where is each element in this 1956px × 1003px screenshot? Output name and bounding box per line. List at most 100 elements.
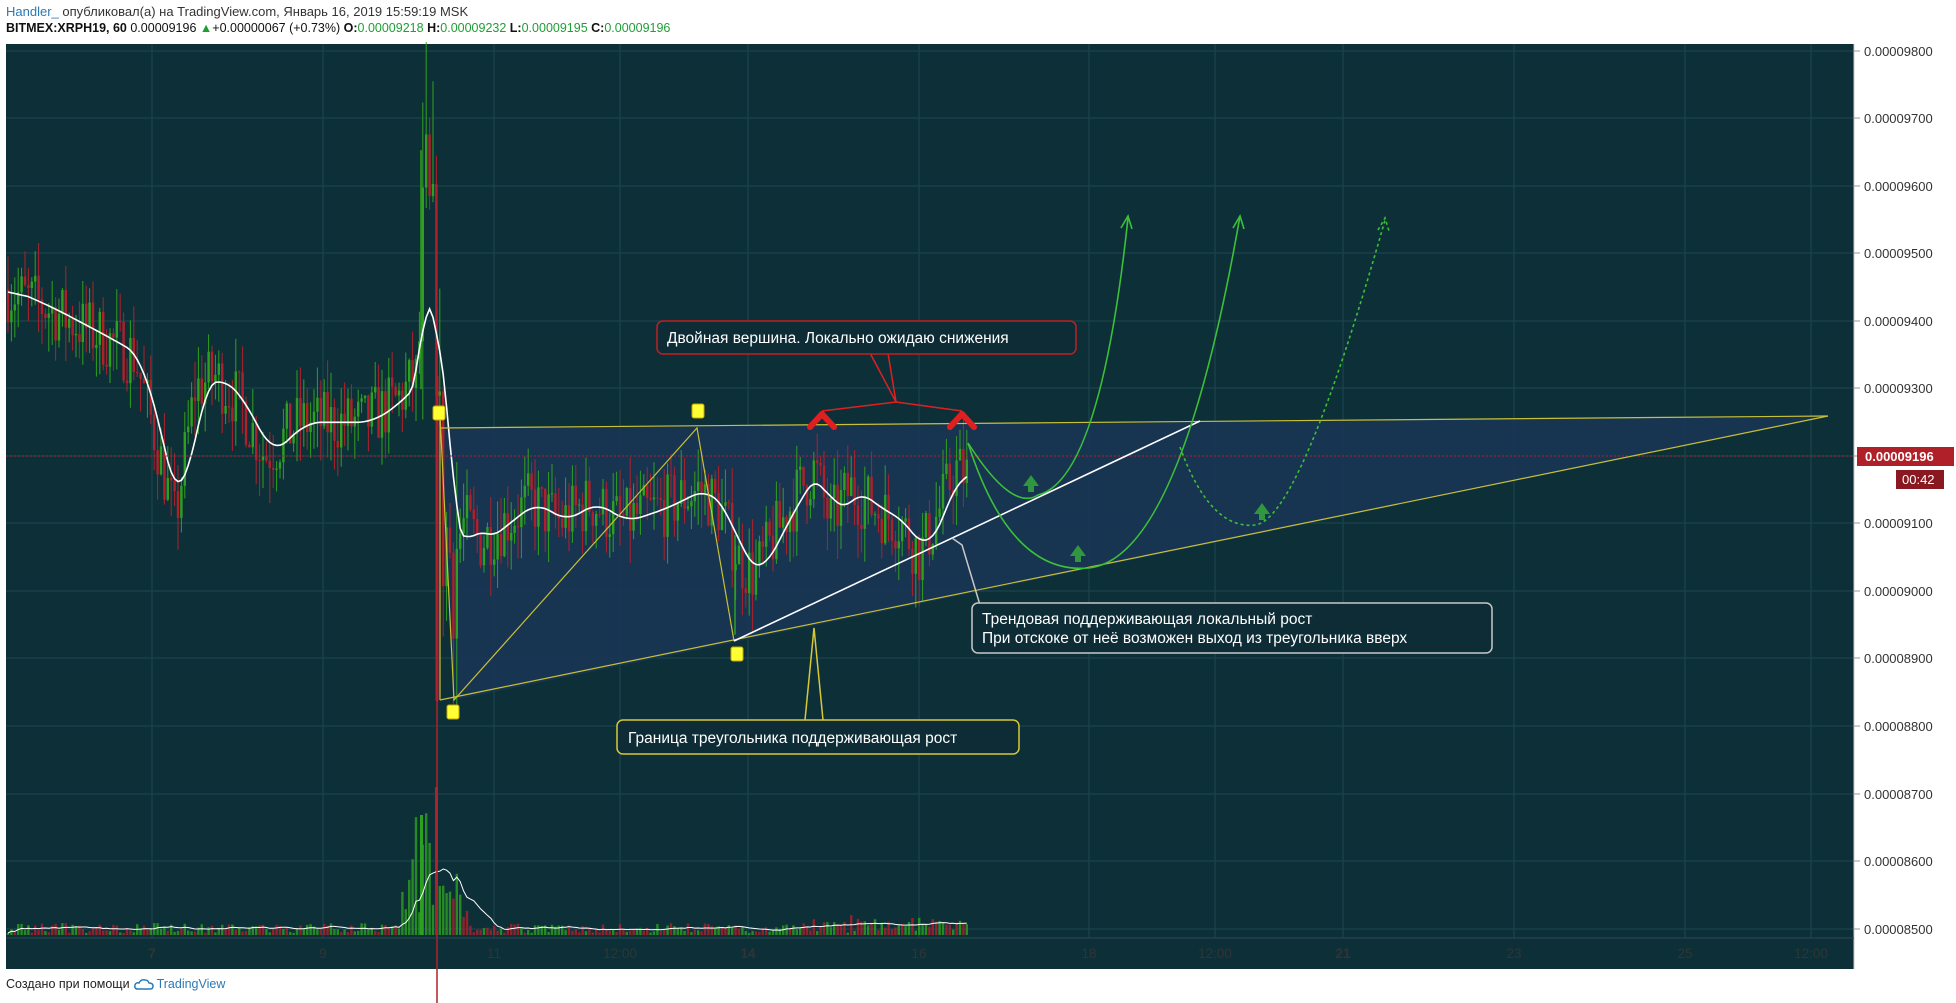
- candle-body: [584, 480, 588, 532]
- author-link[interactable]: Handler_: [6, 4, 59, 19]
- candle-body: [561, 518, 564, 528]
- volume-bar: [88, 931, 91, 935]
- volume-bar: [316, 929, 319, 935]
- volume-bar: [591, 932, 594, 935]
- volume-bar: [680, 928, 683, 935]
- candle-body: [193, 397, 197, 402]
- candle-body: [778, 500, 781, 528]
- volume-bar: [343, 929, 346, 935]
- candle-body: [180, 485, 183, 518]
- candle-body: [299, 398, 302, 427]
- volume-bar: [843, 921, 846, 935]
- volume-bar: [816, 931, 819, 935]
- volume-bar: [557, 925, 560, 935]
- volume-bar: [965, 924, 968, 935]
- low-value: 0.00009195: [521, 21, 588, 35]
- volume-bar: [159, 928, 163, 935]
- candle-body: [421, 187, 424, 342]
- candle-body: [720, 505, 724, 531]
- volume-bar: [544, 925, 547, 935]
- candle-body: [955, 460, 958, 496]
- volume-bar: [445, 893, 448, 935]
- candle-body: [782, 517, 785, 528]
- time-tick-label: 12:00: [1794, 946, 1828, 961]
- symbol-info-bar: BITMEX:XRPH19, 60 0.00009196 ▲+0.0000006…: [6, 21, 670, 35]
- candle-body: [717, 493, 720, 531]
- candle-body: [853, 477, 856, 506]
- double-top-text: Двойная вершина. Локально ожидаю снижени…: [667, 330, 1009, 347]
- volume-bar: [581, 926, 584, 935]
- volume-bar: [431, 904, 435, 935]
- candle-body: [47, 313, 50, 319]
- volume-ma-line: [7, 868, 967, 934]
- publish-text: опубликовал(а) на TradingView.com, Январ…: [58, 4, 469, 19]
- volume-bar: [425, 813, 428, 935]
- candle-body: [71, 318, 74, 336]
- volume-bar: [479, 930, 482, 935]
- volume-bar: [132, 932, 135, 935]
- volume-bar: [683, 930, 686, 935]
- volume-bar: [608, 930, 611, 935]
- candle-body: [170, 478, 173, 481]
- volume-bar: [744, 930, 747, 935]
- price-tick-label: 0.00009700: [1864, 111, 1933, 126]
- candle-body: [455, 548, 458, 639]
- candle-body: [547, 494, 550, 532]
- candle-body: [452, 552, 455, 639]
- candle-body: [98, 311, 101, 345]
- volume-bar: [530, 932, 533, 935]
- triangle-callout-text: Граница треугольника поддерживающая рост: [628, 730, 957, 747]
- candle-body: [642, 485, 645, 496]
- volume-bar: [955, 922, 958, 935]
- candle-body: [897, 541, 900, 549]
- candle-body: [598, 513, 601, 515]
- symbol-label[interactable]: BITMEX:XRPH19, 60: [6, 21, 127, 35]
- volume-bar: [170, 924, 173, 935]
- candle-body: [227, 406, 231, 408]
- candle-body: [530, 473, 533, 490]
- volume-bar: [306, 924, 309, 935]
- volume-bar: [666, 925, 669, 935]
- candle-body: [544, 488, 547, 532]
- tradingview-link[interactable]: TradingView: [133, 977, 225, 991]
- candle-body: [459, 533, 462, 549]
- candle-body: [578, 504, 581, 506]
- volume-bar: [771, 929, 775, 935]
- candle-body: [639, 495, 642, 514]
- volume-bar: [724, 927, 727, 935]
- volume-bar: [516, 923, 520, 935]
- time-axis[interactable]: 7 9 11 12:00 14 16 18 12:00 21 23 25 12:00: [148, 946, 1828, 961]
- volume-bar: [329, 923, 333, 935]
- candle-body: [258, 460, 261, 462]
- volume-bar: [411, 859, 414, 935]
- volume-bar: [476, 929, 479, 935]
- volume-bar: [496, 930, 499, 935]
- triangle-anchor-points[interactable]: [432, 403, 744, 720]
- candle-body: [649, 497, 652, 500]
- volume-bar: [197, 927, 200, 935]
- candle-body: [316, 397, 319, 412]
- volume-bar: [51, 925, 54, 935]
- candle-body: [873, 514, 877, 516]
- volume-bar: [414, 817, 418, 935]
- candle-body: [693, 490, 696, 502]
- double-top-callout: Двойная вершина. Локально ожидаю снижени…: [656, 320, 1077, 355]
- candle-body: [336, 440, 339, 448]
- candle-body: [357, 401, 360, 417]
- volume-bar: [336, 929, 339, 935]
- support-trend-line[interactable]: [733, 420, 1201, 642]
- volume-bar: [275, 924, 278, 935]
- projection-paths[interactable]: [967, 214, 1390, 570]
- candle-body: [125, 380, 129, 384]
- candle-body: [136, 371, 139, 373]
- volume-bar: [401, 891, 404, 935]
- candle-body: [826, 497, 829, 519]
- volume-bar: [700, 931, 703, 935]
- candle-body: [251, 422, 254, 448]
- volume-bar: [928, 926, 931, 935]
- price-axis[interactable]: 0.00009800 0.00009700 0.00009600 0.00009500…: [1854, 44, 1933, 937]
- volume-bar: [897, 925, 900, 935]
- volume-bar: [438, 886, 441, 935]
- candle-body: [469, 495, 472, 510]
